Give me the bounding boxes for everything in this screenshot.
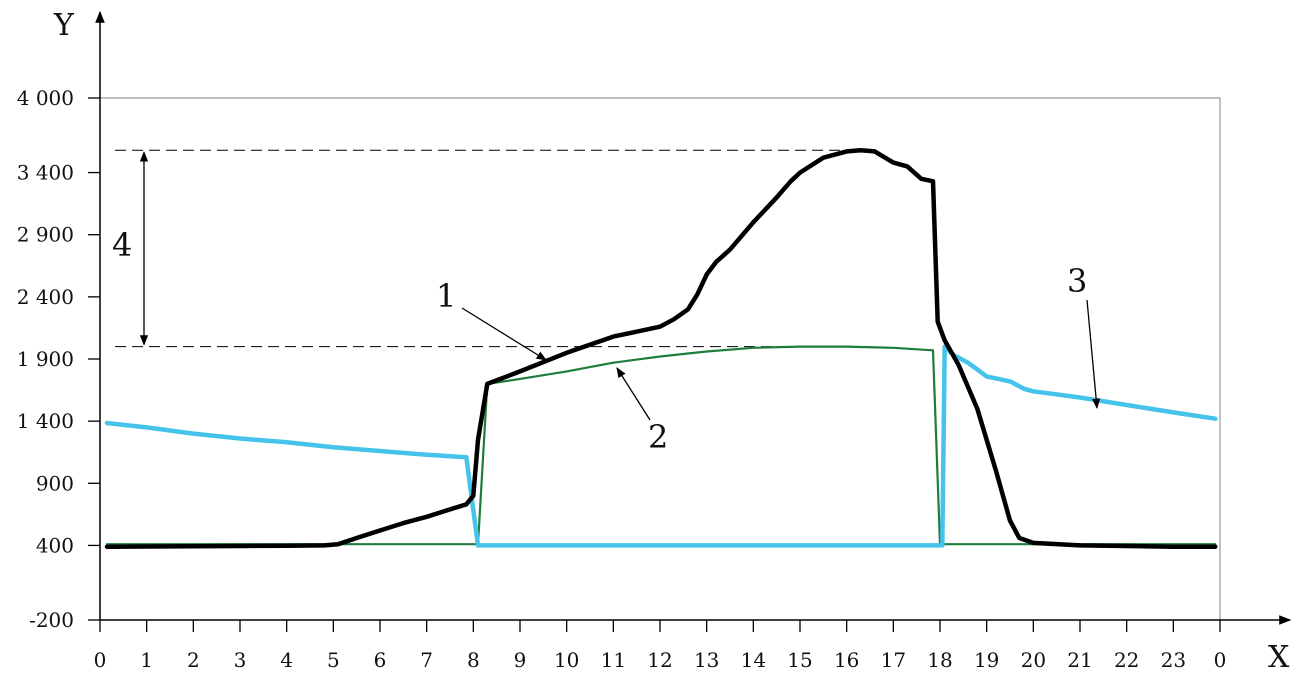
callout-label-3: 3 bbox=[1067, 262, 1087, 300]
callout-leader-2 bbox=[616, 367, 651, 421]
x-tick-label: 11 bbox=[601, 648, 626, 672]
x-tick-label: 20 bbox=[1021, 648, 1046, 672]
x-tick-label: 7 bbox=[420, 648, 433, 672]
x-tick-label: 5 bbox=[327, 648, 340, 672]
x-tick-label: 23 bbox=[1161, 648, 1186, 672]
series-3-line bbox=[104, 344, 1218, 548]
y-tick-label: 400 bbox=[36, 533, 74, 557]
x-tick-label: 12 bbox=[647, 648, 672, 672]
x-axis-label: X bbox=[1268, 640, 1290, 673]
x-tick-label: 18 bbox=[927, 648, 952, 672]
callout-leader-3 bbox=[1086, 299, 1101, 410]
x-tick-label: 4 bbox=[280, 648, 293, 672]
x-tick-label: 16 bbox=[834, 648, 859, 672]
y-tick-label: 900 bbox=[36, 471, 74, 495]
x-tick-label: 8 bbox=[467, 648, 480, 672]
y-tick-label: 3 400 bbox=[17, 161, 74, 185]
x-tick-label: 3 bbox=[234, 648, 247, 672]
x-tick-label: 6 bbox=[374, 648, 387, 672]
x-tick-label: 22 bbox=[1114, 648, 1139, 672]
x-tick-label: 2 bbox=[187, 648, 200, 672]
y-tick-label: 1 400 bbox=[17, 409, 74, 433]
y-tick-label: 4 000 bbox=[17, 86, 74, 110]
x-tick-label: 10 bbox=[554, 648, 579, 672]
y-tick-label: -200 bbox=[29, 608, 74, 632]
callout-leader-1 bbox=[461, 307, 547, 361]
series-1-line bbox=[104, 147, 1218, 549]
y-tick-label: 1 900 bbox=[17, 347, 74, 371]
x-tick-label: 19 bbox=[974, 648, 999, 672]
x-tick-label: 14 bbox=[741, 648, 766, 672]
callout-label-2: 2 bbox=[648, 418, 668, 456]
x-tick-label: 17 bbox=[881, 648, 906, 672]
callout-label-1: 1 bbox=[436, 277, 456, 315]
y-axis-label: Y bbox=[53, 8, 75, 43]
y-tick-label: 2 400 bbox=[17, 285, 74, 309]
x-tick-label: 21 bbox=[1067, 648, 1092, 672]
plot-frame bbox=[100, 97, 1221, 620]
x-tick-label: 0 bbox=[94, 648, 107, 672]
x-tick-label: 1 bbox=[140, 648, 153, 672]
series-2-line bbox=[105, 345, 1217, 546]
x-tick-label: 15 bbox=[787, 648, 812, 672]
x-tick-label: 13 bbox=[694, 648, 719, 672]
x-tick-label: 9 bbox=[514, 648, 527, 672]
callout-label-4: 4 bbox=[112, 226, 132, 264]
x-tick-label: 0 bbox=[1214, 648, 1227, 672]
y-tick-label: 2 900 bbox=[17, 223, 74, 247]
